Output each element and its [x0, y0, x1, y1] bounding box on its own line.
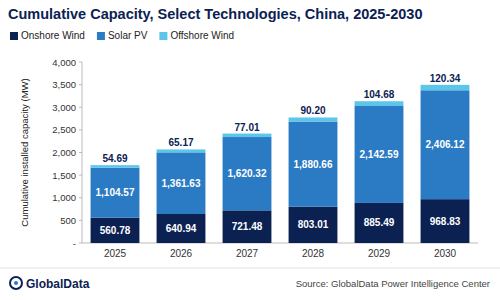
- y-tick-label: 2,500: [52, 124, 76, 135]
- legend-swatch: [97, 32, 105, 40]
- bar-segment: [421, 85, 470, 90]
- footer-separator: [0, 268, 500, 269]
- bar-segment: [289, 122, 338, 207]
- y-tick-label: 500: [60, 215, 76, 226]
- y-tick-label: 1,500: [52, 170, 76, 181]
- bar-segment: [91, 165, 140, 167]
- source: Source: GlobalData Power Intelligence Ce…: [296, 278, 490, 289]
- data-label: 1,620.32: [228, 168, 267, 179]
- bar-segment: [289, 207, 338, 243]
- data-label: 803.01: [298, 219, 329, 230]
- bar-segment: [91, 218, 140, 243]
- data-label: 65.17: [168, 137, 193, 148]
- data-label: 1,880.66: [294, 159, 333, 170]
- y-tick-label: 1,000: [52, 192, 76, 203]
- data-label: 120.34: [430, 73, 461, 84]
- data-label: 885.49: [364, 217, 395, 228]
- data-label: 2,406.12: [426, 139, 465, 150]
- x-tick-label: 2027: [236, 248, 259, 259]
- data-label: 77.01: [234, 122, 259, 133]
- chart-container: Cumulative Capacity, Select Technologies…: [0, 0, 500, 300]
- bar-segment: [157, 214, 206, 243]
- data-label: 1,104.57: [96, 187, 135, 198]
- x-tick-label: 2030: [434, 248, 457, 259]
- bar-segment: [223, 210, 272, 243]
- y-tick-label: 3,500: [52, 79, 76, 90]
- legend-label: Onshore Wind: [21, 30, 85, 41]
- x-tick-label: 2028: [302, 248, 325, 259]
- y-axis-line: [82, 62, 83, 243]
- bar-segment: [421, 90, 470, 199]
- bar-segment: [223, 137, 272, 210]
- bar-segment: [355, 101, 404, 106]
- title: Cumulative Capacity, Select Technologies…: [8, 6, 422, 22]
- bar-segment: [289, 117, 338, 121]
- bar-segment: [355, 106, 404, 203]
- bar-segment: [421, 199, 470, 243]
- data-label: 104.68: [364, 89, 395, 100]
- bars: [91, 85, 470, 243]
- legend-swatch: [10, 32, 18, 40]
- data-label: 2,142.59: [360, 149, 399, 160]
- x-tick-label: 2029: [368, 248, 391, 259]
- y-tick-label: 4,000: [52, 57, 76, 68]
- data-label: 560.78: [100, 225, 131, 236]
- y-tick-label: 3,000: [52, 102, 76, 113]
- logo-text: GlobalData: [26, 277, 90, 291]
- y-tick-label: -: [73, 238, 76, 249]
- data-label: 721.48: [232, 221, 263, 232]
- y-axis-label: Cumulative installed capacity (MW): [19, 78, 30, 226]
- bar-segment: [157, 152, 206, 214]
- data-label: 640.94: [166, 223, 197, 234]
- data-label: 90.20: [300, 105, 325, 116]
- bar-segment: [355, 203, 404, 243]
- data-label: 968.83: [430, 216, 461, 227]
- bar-segment: [223, 134, 272, 137]
- bar-segment: [91, 168, 140, 218]
- bar-segment: [157, 149, 206, 152]
- legend-swatch: [159, 32, 167, 40]
- legend-label: Solar PV: [108, 30, 148, 41]
- data-labels: 560.78 1,104.57 54.69 640.94 1,361.63 65.17 72…: [96, 73, 465, 236]
- x-axis-line: [82, 243, 478, 244]
- x-tick-label: 2025: [104, 248, 127, 259]
- data-label: 54.69: [102, 153, 127, 164]
- logo-icon: [14, 281, 18, 285]
- y-tick-label: 2,000: [52, 147, 76, 158]
- logo-icon: [10, 277, 22, 289]
- chart-svg: Cumulative Capacity, Select Technologies…: [0, 0, 500, 300]
- data-label: 1,361.63: [162, 178, 201, 189]
- x-tick-label: 2026: [170, 248, 193, 259]
- legend-label: Offshore Wind: [170, 30, 234, 41]
